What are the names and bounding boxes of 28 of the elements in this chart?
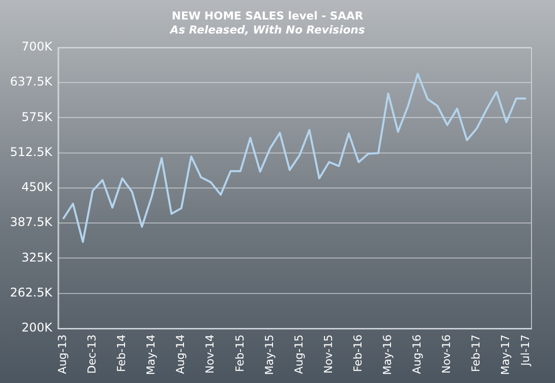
y-tick-label: 200K	[21, 320, 54, 335]
x-tick-label: Nov-14	[204, 334, 217, 374]
x-tick-label: Aug-13	[56, 334, 70, 374]
y-tick-label: 575K	[21, 110, 54, 124]
x-tick-label: May-15	[262, 334, 276, 375]
x-tick-label: Aug-15	[292, 334, 306, 374]
x-tick-label: Feb-14	[115, 334, 128, 372]
x-tick-label: Feb-17	[470, 334, 483, 372]
x-tick-label: Dec-13	[86, 334, 99, 374]
y-tick-label: 637.5K	[10, 74, 54, 89]
chart-subtitle: As Released, With No Revisions	[169, 24, 366, 37]
x-tick-label: Nov-15	[322, 334, 335, 374]
x-tick-label: Aug-14	[174, 334, 188, 374]
x-tick-label: Aug-16	[410, 334, 424, 374]
x-tick-label: May-17	[499, 334, 512, 375]
chart-title: NEW HOME SALES level - SAAR	[172, 9, 364, 22]
x-tick-label: Feb-16	[351, 334, 364, 372]
x-tick-label: May-14	[144, 334, 158, 375]
x-tick-label: Nov-16	[440, 334, 454, 374]
x-tick-label: May-16	[381, 334, 394, 375]
y-tick-label: 700K	[21, 40, 54, 54]
y-tick-label: 387.5K	[10, 215, 54, 230]
x-tick-label: Feb-15	[233, 334, 246, 372]
x-tick-label: Jul-17	[518, 334, 532, 367]
y-tick-label: 512.5K	[10, 144, 54, 159]
y-tick-label: 262.5K	[10, 285, 54, 300]
y-tick-label: 450K	[21, 180, 54, 194]
y-tick-label: 325K	[21, 250, 54, 264]
